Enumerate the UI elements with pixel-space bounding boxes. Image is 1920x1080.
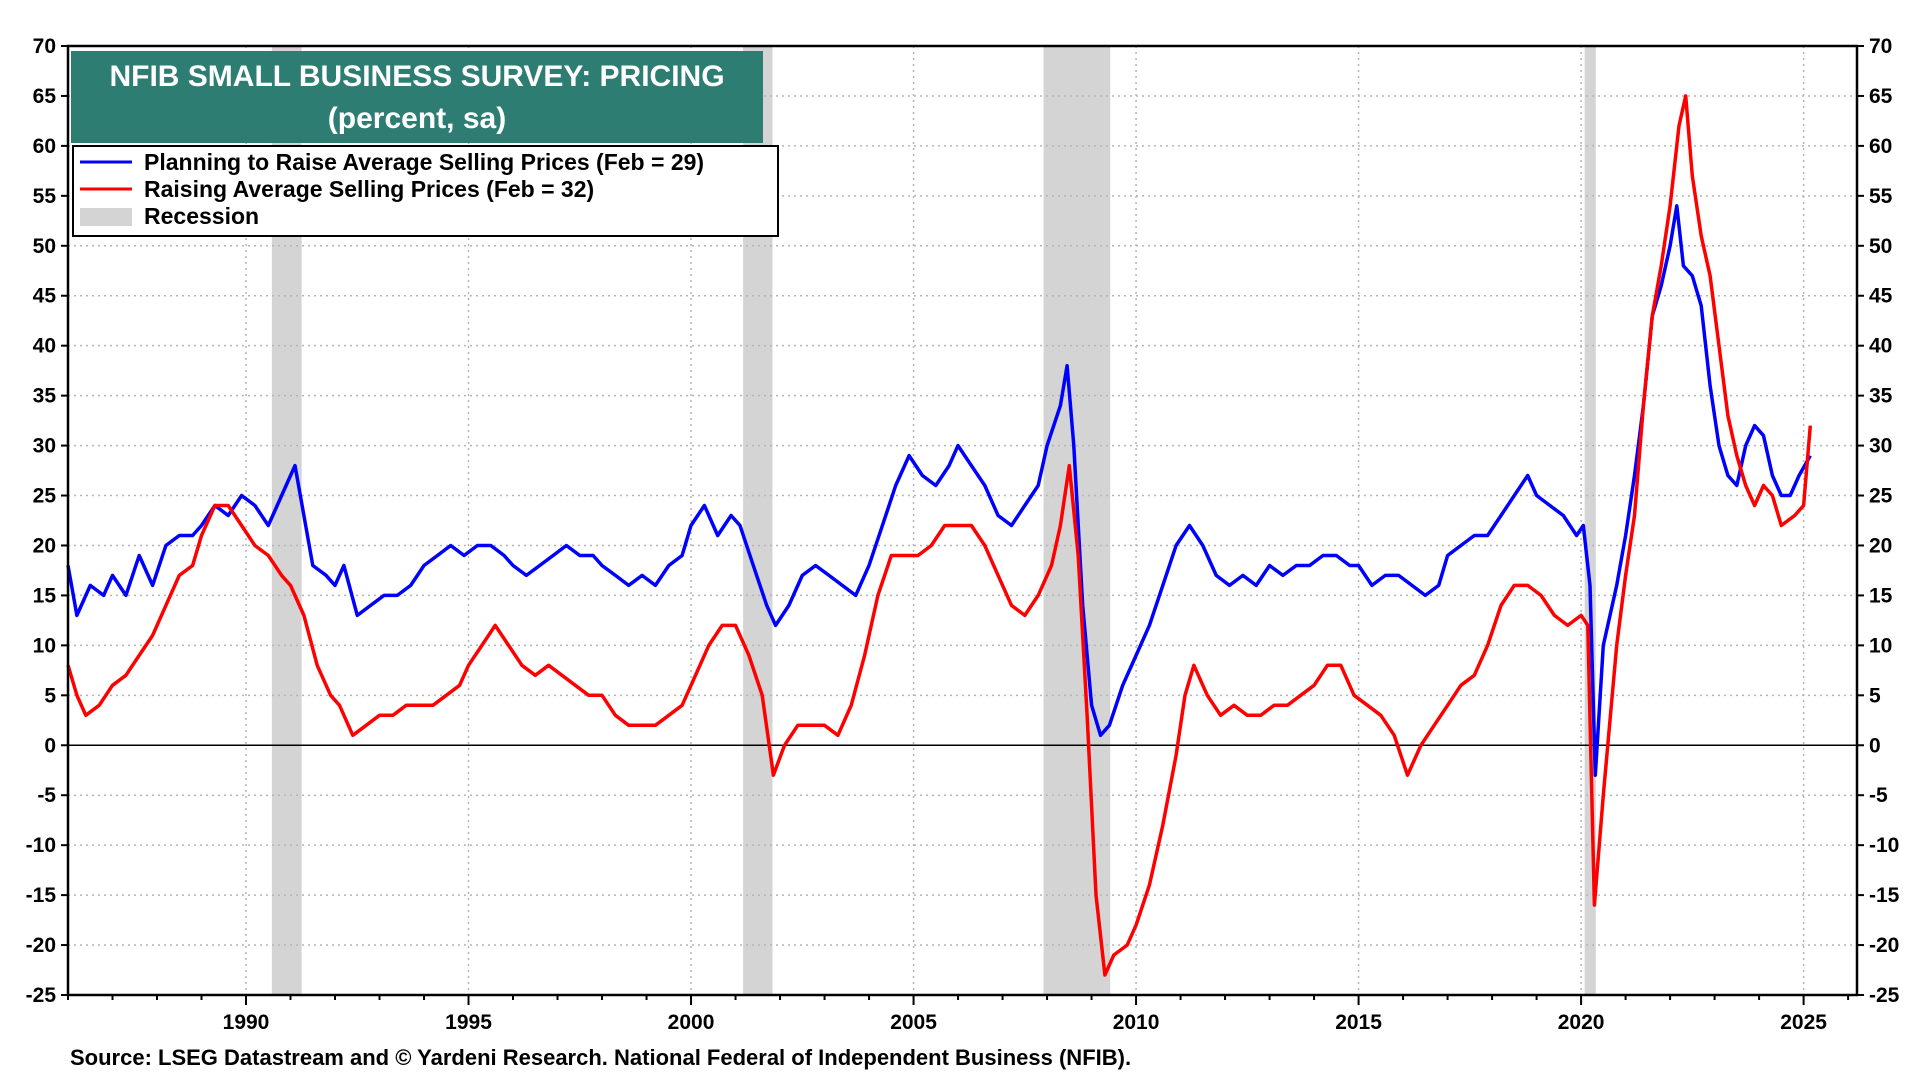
x-tick-label: 2000 [668,1011,715,1034]
y-tick-label-right: 40 [1869,335,1892,358]
legend-swatch-recession [80,208,132,226]
y-tick-label-left: -25 [26,984,57,1007]
y-tick-label-left: 15 [33,584,57,607]
legend-box [72,145,779,237]
chart-title: NFIB SMALL BUSINESS SURVEY: PRICING [109,60,724,93]
chart-subtitle: (percent, sa) [328,102,506,135]
x-tick-label: 2015 [1335,1011,1382,1034]
y-tick-label-right: 65 [1869,85,1893,108]
y-tick-label-left: 40 [33,335,56,358]
y-tick-label-left: -10 [26,834,56,857]
x-tick-label: 2010 [1113,1011,1160,1034]
title-box: NFIB SMALL BUSINESS SURVEY: PRICING (per… [71,51,763,143]
y-tick-label-right: 45 [1869,285,1893,308]
y-tick-label-right: 10 [1869,634,1892,657]
legend-label-recession: Recession [144,203,259,229]
x-tick-label: 2005 [890,1011,937,1034]
y-tick-label-left: 45 [33,285,57,308]
plot-frame [66,44,1859,997]
grid [68,46,1857,995]
source-note: Source: LSEG Datastream and © Yardeni Re… [70,1045,1131,1070]
y-tick-label-left: 60 [33,135,56,158]
x-tick-label: 1995 [445,1011,492,1034]
y-tick-label-left: 55 [33,185,57,208]
y-tick-label-left: 35 [33,385,57,408]
y-tick-label-right: 60 [1869,135,1892,158]
y-tick-label-right: 15 [1869,584,1893,607]
y-tick-label-left: 50 [33,235,56,258]
y-tick-label-right: 5 [1869,684,1881,707]
x-axis: 1990 1995 2000 2005 2010 2015 2020 2025 [67,995,1850,1034]
series-line-1 [66,94,1813,977]
recession-band-3 [1584,46,1596,995]
legend-label-planning: Planning to Raise Average Selling Prices… [144,149,704,175]
title-background [71,51,763,143]
y-tick-label-left: -15 [26,884,57,907]
x-tick-label: 1990 [223,1011,270,1034]
y-tick-label-right: -10 [1869,834,1899,857]
y-tick-label-right: -15 [1869,884,1900,907]
y-tick-label-left: 0 [44,734,56,757]
series-lines [66,94,1813,977]
y-axis-left: 7065605550454035302520151050-5-10-15-20-… [26,35,68,1007]
y-tick-label-left: -5 [37,784,56,807]
legend: Planning to Raise Average Selling Prices… [72,145,779,237]
y-tick-label-right: 20 [1869,534,1892,557]
x-tick-label: 2020 [1558,1011,1605,1034]
series-line-0 [66,204,1812,777]
y-tick-label-left: 65 [33,85,57,108]
y-tick-label-left: 70 [33,35,56,58]
legend-label-raising: Raising Average Selling Prices (Feb = 32… [144,176,594,202]
y-tick-label-left: -20 [26,934,56,957]
x-tick-label: 2025 [1780,1011,1827,1034]
y-tick-label-right: 50 [1869,235,1892,258]
y-tick-label-right: 25 [1869,485,1893,508]
y-tick-label-right: 70 [1869,35,1892,58]
y-tick-label-right: -5 [1869,784,1888,807]
y-tick-label-right: -20 [1869,934,1899,957]
y-axis-right: 7065605550454035302520151050-5-10-15-20-… [1857,35,1900,1007]
y-tick-label-left: 5 [44,684,56,707]
y-tick-label-left: 10 [33,634,56,657]
y-tick-label-left: 20 [33,534,56,557]
y-tick-label-right: 0 [1869,734,1881,757]
y-tick-label-right: 55 [1869,185,1893,208]
y-tick-label-left: 25 [33,485,57,508]
y-tick-label-right: 30 [1869,435,1892,458]
y-tick-label-right: 35 [1869,385,1893,408]
y-tick-label-left: 30 [33,435,56,458]
y-tick-label-right: -25 [1869,984,1900,1007]
